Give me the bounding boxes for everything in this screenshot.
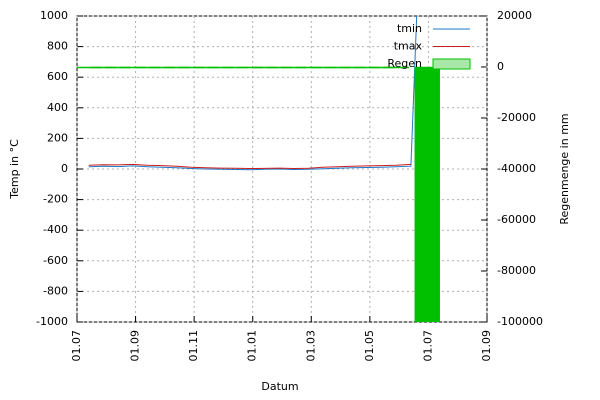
y2-tick-label: -100000: [497, 315, 543, 328]
y2-tick-label: -60000: [497, 213, 536, 226]
y-tick-label: -1000: [36, 315, 68, 328]
line: [88, 163, 411, 170]
legend-label: tmin: [397, 22, 422, 35]
y2-tick-label: -80000: [497, 264, 536, 277]
legend-label: Regen: [387, 57, 422, 70]
x-tick-label: 01.05: [363, 330, 376, 362]
x-axis-label: Datum: [261, 380, 298, 393]
y2-tick-label: -40000: [497, 162, 536, 175]
y2-tick-label: -20000: [497, 111, 536, 124]
y-tick-label: -400: [43, 223, 68, 236]
y-tick-label: 800: [47, 40, 68, 53]
y2-tick-label: 20000: [497, 9, 532, 22]
x-tick-label: 01.07: [70, 330, 83, 362]
y-tick-label: -800: [43, 284, 68, 297]
legend-label: tmax: [394, 40, 423, 53]
y-tick-label: -600: [43, 254, 68, 267]
line: [88, 16, 418, 171]
x-tick-label: 01.01: [246, 330, 259, 362]
y-tick-label: 400: [47, 101, 68, 114]
bar: [383, 66, 409, 69]
y2-tick-label: 0: [497, 60, 504, 73]
bar: [414, 66, 440, 322]
y-tick-label: 0: [61, 162, 68, 175]
x-tick-label: 01.03: [304, 330, 317, 362]
y2-axis-label: Regenmenge in mm: [558, 113, 571, 224]
x-tick-label: 01.09: [480, 330, 493, 362]
plot-area: [77, 16, 440, 322]
x-tick-label: 01.07: [421, 330, 434, 362]
x-tick-label: 01.11: [187, 330, 200, 362]
x-tick-label: 01.09: [129, 330, 142, 362]
y-tick-label: 200: [47, 131, 68, 144]
y-tick-label: 600: [47, 70, 68, 83]
y-axis-label: Temp in °C: [8, 139, 21, 200]
y-tick-label: 1000: [40, 9, 68, 22]
legend-swatch: [432, 58, 471, 70]
y-tick-label: -200: [43, 193, 68, 206]
